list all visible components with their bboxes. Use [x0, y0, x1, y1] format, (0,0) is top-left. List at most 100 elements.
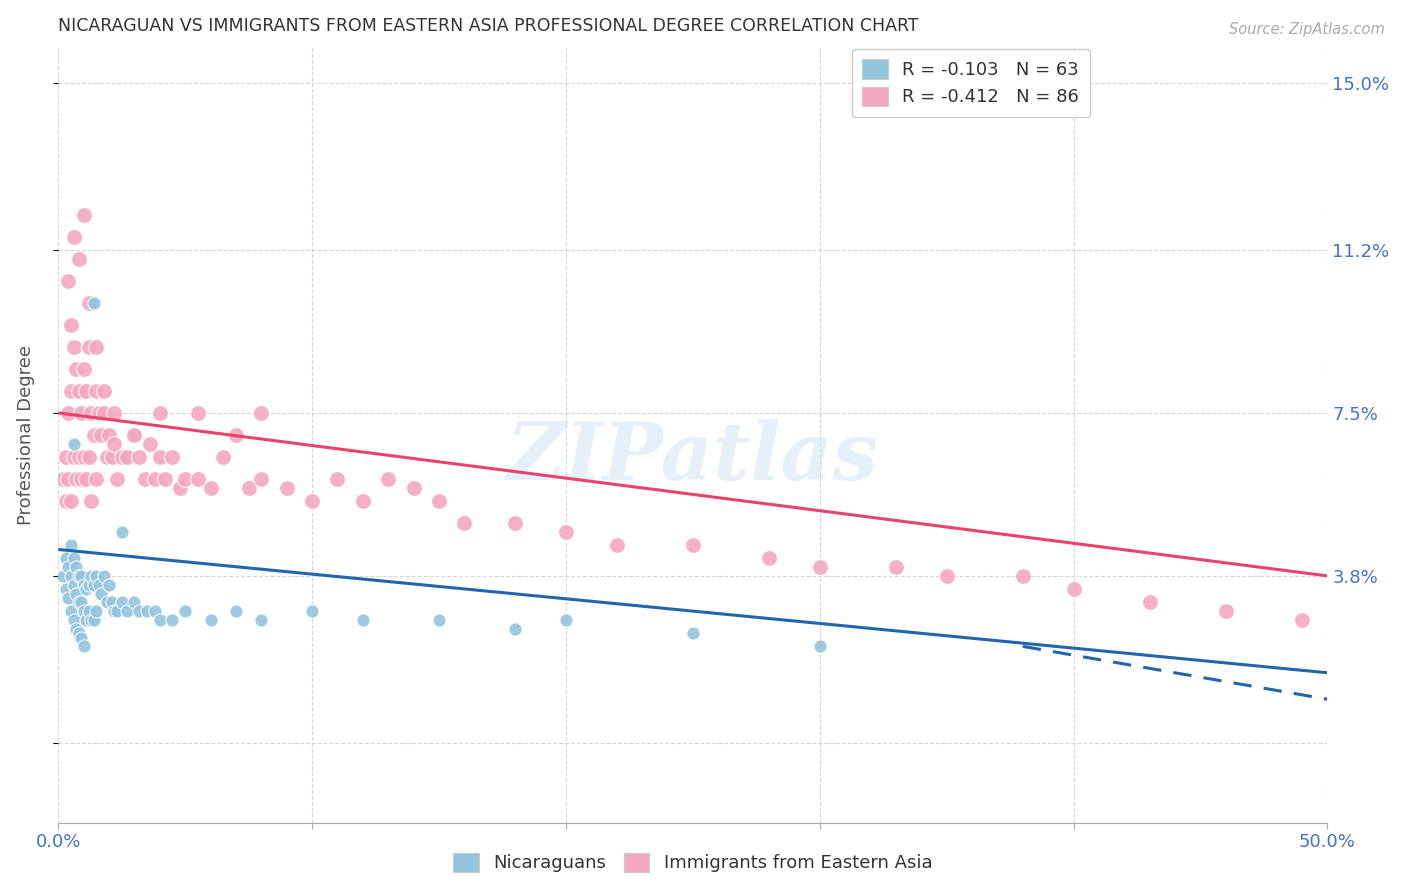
Point: [86, 340, 108, 354]
Point: [62, 450, 84, 464]
Point: [59, 384, 82, 398]
Point: [187, 406, 209, 420]
Point: [402, 481, 425, 495]
Point: [1291, 613, 1313, 627]
Point: [682, 538, 704, 552]
Point: [67, 384, 90, 398]
Point: [103, 604, 125, 618]
Point: [103, 436, 125, 450]
Point: [128, 604, 150, 618]
Point: [124, 428, 146, 442]
Point: [93, 406, 115, 420]
Point: [162, 613, 184, 627]
Point: [86, 569, 108, 583]
Point: [149, 450, 172, 464]
Point: [67, 252, 90, 266]
Point: [503, 516, 526, 530]
Point: [73, 640, 96, 654]
Point: [93, 384, 115, 398]
Point: [65, 622, 87, 636]
Point: [55, 582, 77, 596]
Point: [77, 450, 100, 464]
Point: [884, 560, 907, 574]
Point: [55, 450, 77, 464]
Point: [80, 569, 103, 583]
Point: [58, 472, 80, 486]
Point: [87, 406, 110, 420]
Point: [100, 450, 122, 464]
Point: [758, 551, 780, 566]
Point: [143, 604, 166, 618]
Point: [352, 613, 374, 627]
Point: [111, 524, 134, 539]
Point: [301, 604, 323, 618]
Point: [86, 384, 108, 398]
Point: [200, 613, 222, 627]
Point: [58, 560, 80, 574]
Point: [73, 577, 96, 591]
Point: [73, 362, 96, 376]
Text: Source: ZipAtlas.com: Source: ZipAtlas.com: [1229, 22, 1385, 37]
Point: [52, 472, 75, 486]
Point: [1215, 604, 1237, 618]
Point: [935, 569, 957, 583]
Point: [250, 406, 273, 420]
Point: [67, 595, 90, 609]
Point: [59, 494, 82, 508]
Point: [62, 551, 84, 566]
Point: [77, 604, 100, 618]
Point: [67, 450, 90, 464]
Point: [59, 604, 82, 618]
Point: [65, 560, 87, 574]
Point: [143, 472, 166, 486]
Point: [65, 472, 87, 486]
Point: [62, 436, 84, 450]
Point: [124, 428, 146, 442]
Point: [90, 428, 112, 442]
Point: [58, 406, 80, 420]
Point: [153, 472, 176, 486]
Point: [59, 318, 82, 332]
Point: [225, 604, 247, 618]
Point: [128, 450, 150, 464]
Point: [225, 428, 247, 442]
Point: [70, 569, 93, 583]
Point: [65, 586, 87, 600]
Point: [98, 428, 121, 442]
Point: [138, 436, 160, 450]
Point: [808, 560, 831, 574]
Point: [105, 604, 128, 618]
Point: [682, 626, 704, 640]
Point: [90, 586, 112, 600]
Point: [75, 472, 97, 486]
Point: [427, 613, 450, 627]
Point: [136, 604, 159, 618]
Point: [77, 577, 100, 591]
Point: [80, 494, 103, 508]
Point: [59, 569, 82, 583]
Point: [124, 595, 146, 609]
Point: [326, 472, 349, 486]
Point: [606, 538, 628, 552]
Point: [352, 494, 374, 508]
Point: [105, 472, 128, 486]
Point: [1011, 569, 1033, 583]
Point: [86, 472, 108, 486]
Point: [59, 538, 82, 552]
Point: [86, 604, 108, 618]
Point: [100, 595, 122, 609]
Point: [111, 595, 134, 609]
Point: [301, 494, 323, 508]
Point: [67, 626, 90, 640]
Point: [276, 481, 298, 495]
Point: [187, 472, 209, 486]
Point: [62, 340, 84, 354]
Point: [67, 569, 90, 583]
Point: [73, 208, 96, 222]
Point: [212, 450, 235, 464]
Point: [83, 295, 105, 310]
Point: [83, 613, 105, 627]
Point: [83, 428, 105, 442]
Point: [115, 604, 138, 618]
Point: [111, 450, 134, 464]
